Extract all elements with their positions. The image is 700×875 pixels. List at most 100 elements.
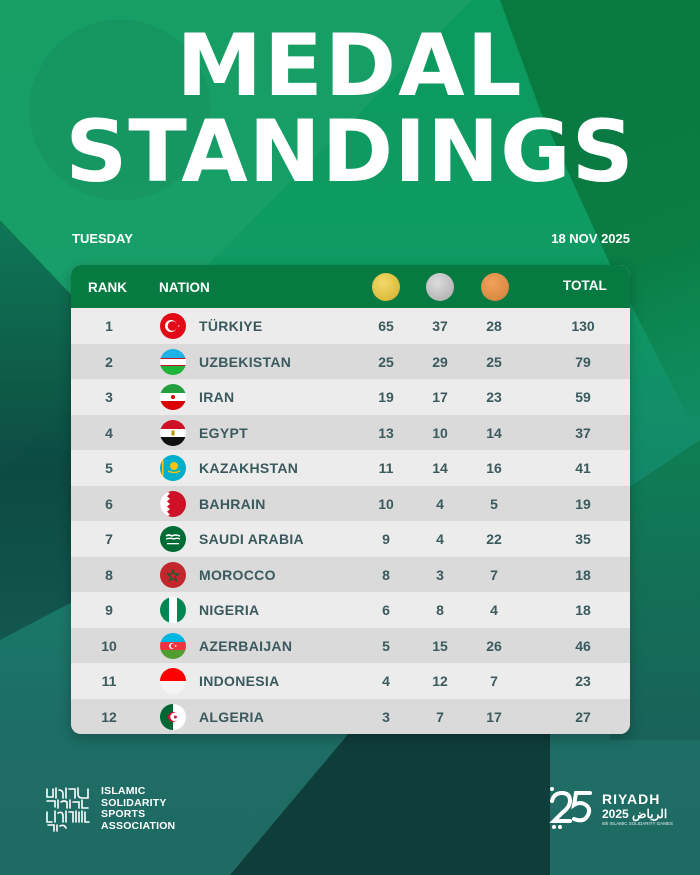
table-row: 6 BAHRAIN 10 4 5 19 [71, 485, 630, 521]
issa-line-3: SPORTS [101, 808, 146, 820]
nation-name: IRAN [199, 389, 235, 405]
turkiye-flag-icon [160, 313, 186, 339]
column-header-nation: NATION [159, 280, 210, 295]
algeria-flag-icon [160, 703, 186, 730]
bronze-medal-icon [481, 273, 509, 301]
azerbaijan-flag-icon [160, 632, 186, 659]
bronze-count: 5 [490, 495, 498, 512]
nation-name: BAHRAIN [199, 495, 266, 512]
rank-cell: 6 [105, 495, 113, 512]
riyadh-2025-logo: RIYADH 2025 الرياض 6th ISLAMIC SOLIDARIT… [546, 785, 673, 833]
medal-table: RANK NATION TOTAL 1 TÜRKIYE 65 37 28 130… [71, 265, 630, 734]
gold-count: 8 [382, 566, 390, 583]
page-title-line-2: STANDINGS [65, 102, 635, 202]
silver-count: 12 [432, 673, 448, 689]
nation-name: KAZAKHSTAN [199, 460, 299, 476]
total-count: 79 [575, 353, 591, 370]
total-count: 18 [575, 602, 591, 618]
rank-cell: 5 [105, 460, 113, 476]
riyadh-label: RIYADH [602, 790, 661, 807]
table-row: 8 MOROCCO 8 3 7 18 [71, 556, 630, 592]
silver-count: 8 [436, 602, 444, 618]
iran-flag-icon [160, 384, 186, 410]
total-count: 35 [575, 531, 591, 547]
rank-cell: 4 [105, 424, 113, 441]
silver-count: 14 [432, 460, 448, 476]
rank-cell: 1 [105, 318, 113, 334]
bronze-count: 7 [490, 566, 498, 583]
egypt-flag-icon [160, 419, 186, 446]
gold-count: 65 [378, 318, 394, 334]
table-row: 1 TÜRKIYE 65 37 28 130 [71, 308, 630, 344]
issa-logo: ISLAMIC SOLIDARITY SPORTS ASSOCIATION [45, 785, 175, 833]
gold-count: 25 [378, 353, 394, 370]
uzbekistan-flag-icon [160, 348, 186, 375]
saudi-arabia-flag-icon [160, 526, 186, 552]
silver-count: 4 [436, 495, 444, 512]
silver-count: 4 [436, 531, 444, 547]
gold-count: 6 [382, 602, 390, 618]
bronze-count: 17 [486, 708, 502, 725]
gold-medal-icon [372, 273, 400, 301]
column-header-rank: RANK [88, 280, 127, 295]
day-label: TUESDAY [72, 231, 133, 246]
gold-count: 3 [382, 708, 390, 725]
table-header: RANK NATION TOTAL [71, 265, 630, 308]
bronze-count: 25 [486, 353, 502, 370]
bronze-count: 4 [490, 602, 498, 618]
silver-medal-icon [426, 273, 454, 301]
silver-count: 10 [432, 424, 448, 441]
total-count: 46 [575, 637, 591, 654]
nation-name: MOROCCO [199, 566, 276, 583]
nation-name: NIGERIA [199, 602, 260, 618]
table-row: 3 IRAN 19 17 23 59 [71, 379, 630, 415]
nation-name: AZERBAIJAN [199, 637, 293, 654]
table-row: 9 NIGERIA 6 8 4 18 [71, 592, 630, 628]
nation-name: SAUDI ARABIA [199, 531, 304, 547]
rank-cell: 11 [101, 673, 117, 689]
nation-name: TÜRKIYE [199, 318, 263, 334]
column-header-total: TOTAL [563, 278, 607, 293]
total-count: 27 [575, 708, 591, 725]
rank-cell: 9 [105, 602, 113, 618]
bronze-count: 23 [486, 389, 502, 405]
nigeria-flag-icon [160, 597, 186, 623]
table-row: 7 SAUDI ARABIA 9 4 22 35 [71, 521, 630, 557]
issa-line-1: ISLAMIC [101, 785, 146, 797]
nation-name: ALGERIA [199, 708, 265, 725]
bronze-count: 28 [486, 318, 502, 334]
bronze-count: 7 [490, 673, 498, 689]
year-label: 2025 الرياض [602, 806, 668, 821]
background-shape-bottom [230, 730, 550, 875]
total-count: 19 [575, 495, 591, 512]
silver-count: 29 [432, 353, 448, 370]
total-count: 41 [575, 460, 591, 476]
total-count: 37 [575, 424, 591, 441]
silver-count: 7 [436, 708, 444, 725]
games-subtitle: 6th ISLAMIC SOLIDARITY GAMES [602, 820, 673, 826]
date-label: 18 NOV 2025 [551, 231, 630, 246]
nation-name: UZBEKISTAN [199, 353, 292, 370]
gold-count: 13 [378, 424, 394, 441]
rank-cell: 3 [105, 389, 113, 405]
nation-name: INDONESIA [199, 673, 280, 689]
page-title-line-1: MEDAL [176, 16, 524, 116]
rank-cell: 12 [101, 708, 117, 725]
bronze-count: 14 [486, 424, 502, 441]
issa-calligraphy-icon [46, 787, 90, 832]
silver-count: 17 [432, 389, 448, 405]
silver-count: 3 [436, 566, 444, 583]
riyadh-text-block: RIYADH 2025 الرياض 6th ISLAMIC SOLIDARIT… [602, 790, 673, 827]
nation-name: EGYPT [199, 424, 248, 441]
rank-cell: 10 [101, 637, 117, 654]
bahrain-flag-icon [160, 490, 186, 517]
gold-count: 4 [382, 673, 390, 689]
issa-line-4: ASSOCIATION [101, 819, 176, 832]
silver-count: 37 [432, 318, 448, 334]
total-count: 59 [575, 389, 591, 405]
gold-count: 11 [378, 460, 394, 476]
issa-text: ISLAMIC SOLIDARITY SPORTS ASSOCIATION [101, 785, 176, 832]
indonesia-flag-icon [160, 668, 186, 694]
table-row: 2 UZBEKISTAN 25 29 25 79 [71, 343, 630, 379]
rank-cell: 8 [105, 566, 113, 583]
